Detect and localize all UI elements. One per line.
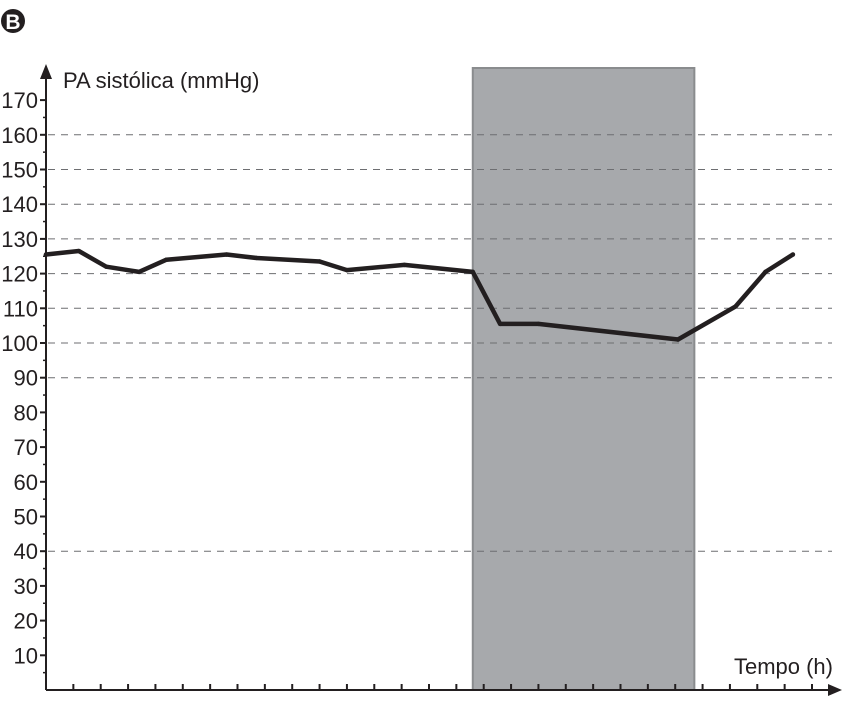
y-tick-label: 40 (14, 539, 38, 564)
y-tick-label: 60 (14, 470, 38, 495)
y-tick-label: 110 (3, 296, 38, 321)
data-point (402, 262, 407, 268)
ticks-layer: 10 20 30 40 50 60 70 80 90 100 110 120 130 140 150 160 1… (1, 88, 813, 690)
data-point (43, 252, 49, 257)
y-tick-label: 10 (14, 643, 38, 668)
y-axis-arrow-icon (40, 64, 52, 79)
y-tick-label: 160 (1, 123, 38, 148)
y-axis-label: PA sistólica (mmHg) (63, 68, 259, 93)
data-point (675, 337, 681, 342)
data-point (76, 248, 82, 254)
y-tick-label: 100 (1, 331, 38, 356)
data-point (763, 269, 768, 275)
data-point (497, 321, 503, 327)
data-point (164, 257, 169, 262)
y-tick-label: 70 (14, 435, 38, 460)
y-tick-label: 120 (1, 262, 38, 287)
data-point (536, 321, 541, 327)
data-point (790, 252, 796, 257)
shaded-region (471, 67, 696, 691)
panel-label: B (5, 11, 20, 34)
y-tick-label: 130 (1, 227, 38, 252)
axes-layer (40, 64, 842, 696)
y-tick-label: 140 (1, 192, 38, 217)
data-point (254, 255, 259, 261)
gridlines-layer (48, 134, 832, 552)
y-tick-label: 50 (14, 505, 38, 530)
panel-badge-icon (1, 9, 25, 33)
data-point (344, 267, 350, 273)
data-point (136, 269, 142, 275)
data-point (733, 304, 738, 309)
y-tick-label: 90 (14, 366, 38, 391)
data-point (470, 269, 475, 275)
x-axis-arrow-icon (828, 684, 842, 696)
y-tick-label: 170 (1, 88, 38, 113)
labels-layer: B PA sistólica (mmHg) Tempo (h) (1, 9, 833, 679)
y-tick-label: 150 (1, 158, 38, 183)
data-point (317, 259, 322, 264)
series-layer (43, 248, 796, 342)
data-point (224, 252, 229, 257)
x-axis-label: Tempo (h) (734, 654, 833, 679)
y-tick-label: 80 (14, 400, 38, 425)
data-point (103, 264, 109, 269)
y-tick-label: 20 (14, 609, 38, 634)
shaded-region-layer (471, 67, 696, 691)
y-tick-label: 30 (14, 574, 38, 599)
